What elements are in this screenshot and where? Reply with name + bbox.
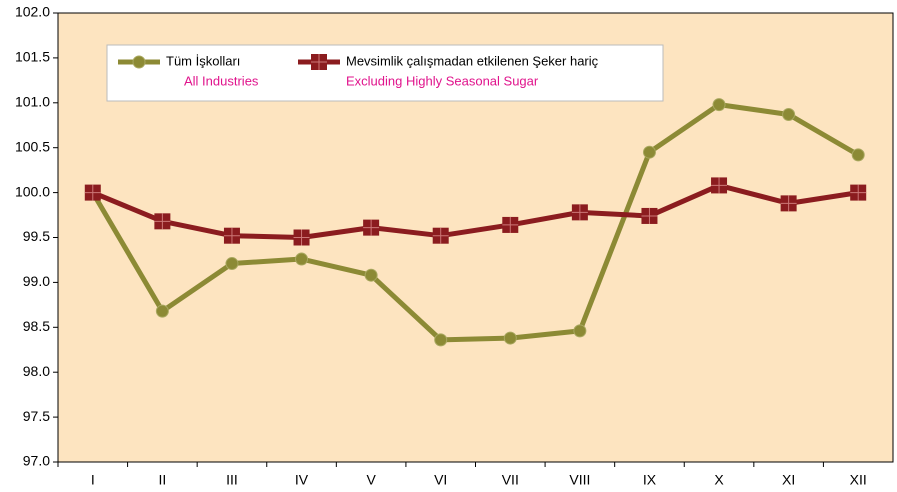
point [641, 207, 658, 224]
point [850, 184, 867, 201]
x-tick-label: IV [295, 472, 309, 488]
legend-label: Mevsimlik çalışmadan etkilenen Şeker har… [346, 53, 599, 68]
legend-box [106, 44, 664, 102]
point [642, 145, 656, 159]
x-tick-label: IX [643, 472, 657, 488]
point [155, 304, 169, 318]
y-tick-label: 97.5 [23, 408, 50, 424]
legend-sublabel: All Industries [184, 73, 259, 88]
y-tick-label: 99.0 [23, 273, 50, 289]
x-tick-label: XII [850, 472, 867, 488]
point [851, 148, 865, 162]
series-line [91, 182, 859, 240]
point [225, 257, 239, 271]
point [295, 252, 309, 266]
point [503, 331, 517, 345]
point [132, 55, 146, 69]
point [711, 177, 728, 194]
point [432, 227, 449, 244]
point [782, 107, 796, 121]
point [573, 324, 587, 338]
point [154, 213, 171, 230]
x-tick-label: VIII [569, 472, 590, 488]
x-tick-label: II [158, 472, 166, 488]
point [84, 184, 101, 201]
point [364, 268, 378, 282]
legend-sublabel: Excluding Highly Seasonal Sugar [346, 73, 539, 88]
x-tick-label: I [91, 472, 95, 488]
y-tick-label: 98.5 [23, 318, 50, 334]
x-tick-label: XI [782, 472, 795, 488]
y-tick-label: 99.5 [23, 228, 50, 244]
y-tick-label: 102.0 [15, 4, 50, 20]
series-line [90, 102, 860, 343]
point [311, 54, 327, 70]
point [363, 219, 380, 236]
x-tick-label: III [226, 472, 238, 488]
point [502, 216, 519, 233]
y-tick-label: 101.0 [15, 94, 50, 110]
x-tick-label: V [366, 472, 376, 488]
x-tick-label: X [714, 472, 724, 488]
y-tick-label: 98.0 [23, 363, 50, 379]
point [434, 333, 448, 347]
point [293, 229, 310, 246]
y-tick-label: 97.0 [23, 453, 50, 469]
x-tick-label: VII [502, 472, 519, 488]
point [780, 195, 797, 212]
y-tick-label: 100.0 [15, 183, 50, 199]
point [223, 227, 240, 244]
x-tick-label: VI [434, 472, 447, 488]
y-tick-label: 100.5 [15, 138, 50, 154]
point [571, 204, 588, 221]
y-tick-label: 101.5 [15, 49, 50, 65]
point [712, 98, 726, 112]
legend-label: Tüm İşkolları [166, 53, 240, 68]
